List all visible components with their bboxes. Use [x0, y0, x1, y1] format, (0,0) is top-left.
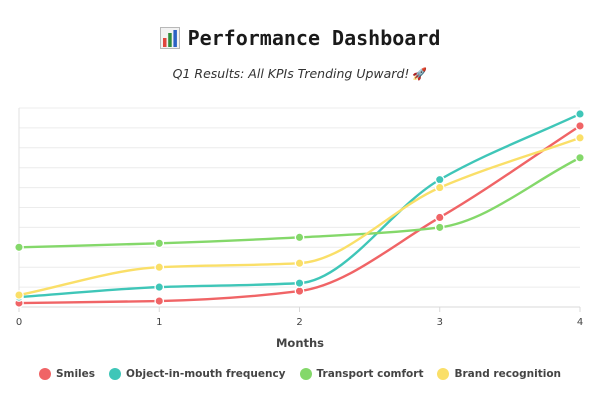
x-axis-label: Months: [276, 336, 324, 350]
legend-swatch: [299, 368, 312, 380]
data-point-brand-recognition[interactable]: [14, 290, 24, 300]
data-point-smiles[interactable]: [575, 121, 585, 131]
series-lines: [18, 112, 581, 305]
subtitle: Q1 Results: All KPIs Trending Upward! 🚀: [0, 66, 600, 81]
data-point-smiles[interactable]: [434, 212, 445, 223]
legend-label: Transport comfort: [316, 368, 424, 380]
data-point-transport-comfort[interactable]: [575, 152, 585, 163]
legend-item-transport-comfort[interactable]: Transport comfort: [299, 368, 424, 380]
data-point-object-in-mouth-frequency[interactable]: [434, 174, 445, 185]
data-point-object-in-mouth-frequency[interactable]: [294, 278, 305, 288]
data-point-transport-comfort[interactable]: [14, 242, 24, 253]
series-points: [14, 109, 585, 308]
legend-item-smiles[interactable]: Smiles: [38, 368, 96, 380]
legend-swatch: [38, 368, 51, 380]
legend-label: Brand recognition: [454, 368, 562, 380]
legend: Smiles Object-in-mouth frequency Transport…: [0, 368, 600, 380]
x-ticks: 0 1 2 3 4: [16, 307, 583, 328]
data-point-object-in-mouth-frequency[interactable]: [575, 109, 585, 119]
data-point-brand-recognition[interactable]: [434, 182, 445, 193]
data-point-object-in-mouth-frequency[interactable]: [154, 282, 165, 292]
x-tick-label: 1: [156, 317, 162, 328]
x-tick-label: 0: [16, 317, 22, 328]
data-point-smiles[interactable]: [154, 296, 165, 306]
series-line-object-in-mouth-frequency: [18, 112, 581, 299]
data-point-smiles[interactable]: [294, 286, 305, 296]
page-title: Performance Dashboard: [187, 26, 441, 50]
data-point-transport-comfort[interactable]: [434, 222, 445, 233]
rocket-icon: 🚀: [412, 67, 428, 81]
legend-item-brand-recognition[interactable]: Brand recognition: [437, 368, 561, 380]
x-tick-label: 4: [577, 317, 583, 328]
legend-item-object-in-mouth-frequency[interactable]: Object-in-mouth frequency: [109, 368, 286, 380]
data-point-transport-comfort[interactable]: [154, 238, 165, 249]
data-point-brand-recognition[interactable]: [154, 262, 165, 273]
x-tick-label: 2: [296, 317, 302, 328]
data-point-brand-recognition[interactable]: [575, 133, 585, 143]
data-point-transport-comfort[interactable]: [294, 232, 305, 243]
legend-swatch: [109, 368, 122, 380]
legend-label: Object-in-mouth frequency: [126, 368, 286, 380]
subtitle-text: Q1 Results: All KPIs Trending Upward!: [172, 66, 410, 81]
series-line-brand-recognition: [18, 136, 581, 297]
bar-chart-icon: [159, 27, 180, 49]
title-row: Performance Dashboard: [0, 26, 600, 50]
data-point-brand-recognition[interactable]: [294, 258, 305, 269]
legend-swatch: [437, 368, 450, 380]
legend-label: Smiles: [55, 368, 96, 380]
x-tick-label: 3: [437, 317, 443, 328]
